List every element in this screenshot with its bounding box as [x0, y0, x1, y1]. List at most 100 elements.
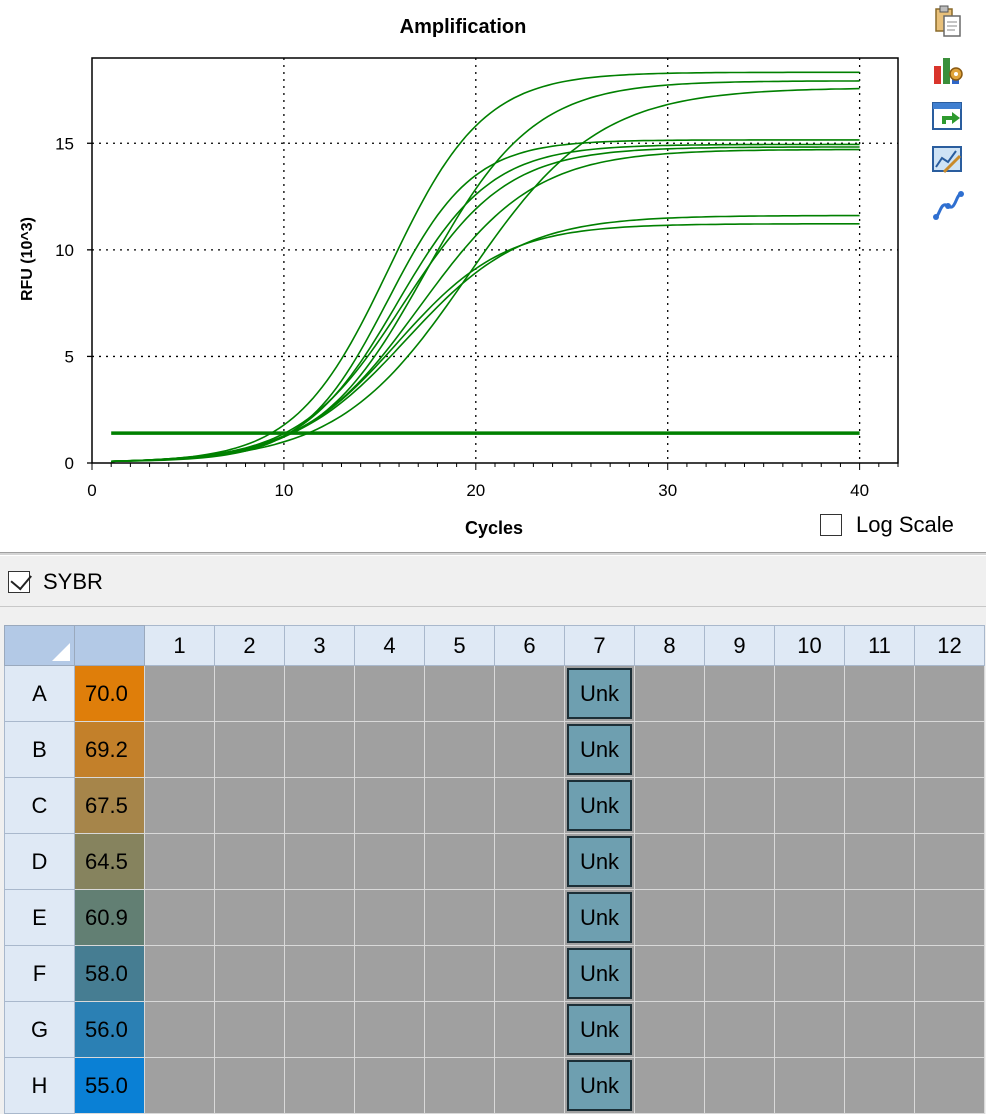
well-H8[interactable] — [634, 1057, 705, 1114]
well-E5[interactable] — [424, 889, 495, 946]
row-header-H[interactable]: H — [4, 1057, 75, 1114]
well-A6[interactable] — [494, 665, 565, 722]
row-header-D[interactable]: D — [4, 833, 75, 890]
well-sample-type[interactable]: Unk — [567, 836, 632, 887]
well-H5[interactable] — [424, 1057, 495, 1114]
well-B10[interactable] — [774, 721, 845, 778]
row-header-C[interactable]: C — [4, 777, 75, 834]
chart-tools-icon[interactable] — [930, 142, 966, 178]
well-B8[interactable] — [634, 721, 705, 778]
well-D9[interactable] — [704, 833, 775, 890]
well-G9[interactable] — [704, 1001, 775, 1058]
well-D8[interactable] — [634, 833, 705, 890]
well-B6[interactable] — [494, 721, 565, 778]
well-H12[interactable] — [914, 1057, 985, 1114]
well-C7[interactable]: Unk — [564, 777, 635, 834]
row-header-A[interactable]: A — [4, 665, 75, 722]
row-header-E[interactable]: E — [4, 889, 75, 946]
well-B4[interactable] — [354, 721, 425, 778]
well-F3[interactable] — [284, 945, 355, 1002]
well-B3[interactable] — [284, 721, 355, 778]
well-sample-type[interactable]: Unk — [567, 724, 632, 775]
well-E8[interactable] — [634, 889, 705, 946]
well-F8[interactable] — [634, 945, 705, 1002]
column-header-11[interactable]: 11 — [844, 625, 915, 666]
well-B9[interactable] — [704, 721, 775, 778]
column-header-4[interactable]: 4 — [354, 625, 425, 666]
well-G1[interactable] — [144, 1001, 215, 1058]
well-D7[interactable]: Unk — [564, 833, 635, 890]
well-G5[interactable] — [424, 1001, 495, 1058]
well-B12[interactable] — [914, 721, 985, 778]
well-C6[interactable] — [494, 777, 565, 834]
well-sample-type[interactable]: Unk — [567, 948, 632, 999]
well-B5[interactable] — [424, 721, 495, 778]
row-header-B[interactable]: B — [4, 721, 75, 778]
temp-column-header[interactable] — [74, 625, 145, 666]
well-F9[interactable] — [704, 945, 775, 1002]
well-sample-type[interactable]: Unk — [567, 780, 632, 831]
well-C2[interactable] — [214, 777, 285, 834]
well-D11[interactable] — [844, 833, 915, 890]
well-H7[interactable]: Unk — [564, 1057, 635, 1114]
well-F12[interactable] — [914, 945, 985, 1002]
well-C12[interactable] — [914, 777, 985, 834]
well-H10[interactable] — [774, 1057, 845, 1114]
splitter[interactable] — [0, 552, 986, 556]
well-B1[interactable] — [144, 721, 215, 778]
column-header-12[interactable]: 12 — [914, 625, 985, 666]
well-E10[interactable] — [774, 889, 845, 946]
well-G11[interactable] — [844, 1001, 915, 1058]
well-G3[interactable] — [284, 1001, 355, 1058]
well-E4[interactable] — [354, 889, 425, 946]
row-header-G[interactable]: G — [4, 1001, 75, 1058]
well-E12[interactable] — [914, 889, 985, 946]
column-header-1[interactable]: 1 — [144, 625, 215, 666]
well-D3[interactable] — [284, 833, 355, 890]
well-D12[interactable] — [914, 833, 985, 890]
well-F2[interactable] — [214, 945, 285, 1002]
well-A11[interactable] — [844, 665, 915, 722]
column-header-6[interactable]: 6 — [494, 625, 565, 666]
well-F6[interactable] — [494, 945, 565, 1002]
well-sample-type[interactable]: Unk — [567, 1060, 632, 1111]
well-D10[interactable] — [774, 833, 845, 890]
well-A9[interactable] — [704, 665, 775, 722]
row-header-F[interactable]: F — [4, 945, 75, 1002]
well-C3[interactable] — [284, 777, 355, 834]
well-H1[interactable] — [144, 1057, 215, 1114]
well-A12[interactable] — [914, 665, 985, 722]
well-H6[interactable] — [494, 1057, 565, 1114]
chart-settings-icon[interactable] — [930, 52, 966, 88]
well-E9[interactable] — [704, 889, 775, 946]
well-A3[interactable] — [284, 665, 355, 722]
column-header-5[interactable]: 5 — [424, 625, 495, 666]
well-H2[interactable] — [214, 1057, 285, 1114]
well-A4[interactable] — [354, 665, 425, 722]
well-A10[interactable] — [774, 665, 845, 722]
well-F5[interactable] — [424, 945, 495, 1002]
well-A5[interactable] — [424, 665, 495, 722]
log-scale-box[interactable] — [820, 514, 842, 536]
well-E7[interactable]: Unk — [564, 889, 635, 946]
well-B2[interactable] — [214, 721, 285, 778]
well-C9[interactable] — [704, 777, 775, 834]
well-E6[interactable] — [494, 889, 565, 946]
column-header-8[interactable]: 8 — [634, 625, 705, 666]
well-C1[interactable] — [144, 777, 215, 834]
well-G4[interactable] — [354, 1001, 425, 1058]
well-D1[interactable] — [144, 833, 215, 890]
well-G7[interactable]: Unk — [564, 1001, 635, 1058]
well-sample-type[interactable]: Unk — [567, 668, 632, 719]
well-H11[interactable] — [844, 1057, 915, 1114]
well-D6[interactable] — [494, 833, 565, 890]
well-F1[interactable] — [144, 945, 215, 1002]
well-H3[interactable] — [284, 1057, 355, 1114]
well-H9[interactable] — [704, 1057, 775, 1114]
well-C4[interactable] — [354, 777, 425, 834]
well-F7[interactable]: Unk — [564, 945, 635, 1002]
log-scale-checkbox[interactable]: Log Scale — [820, 511, 954, 539]
well-F11[interactable] — [844, 945, 915, 1002]
well-sample-type[interactable]: Unk — [567, 892, 632, 943]
well-G12[interactable] — [914, 1001, 985, 1058]
